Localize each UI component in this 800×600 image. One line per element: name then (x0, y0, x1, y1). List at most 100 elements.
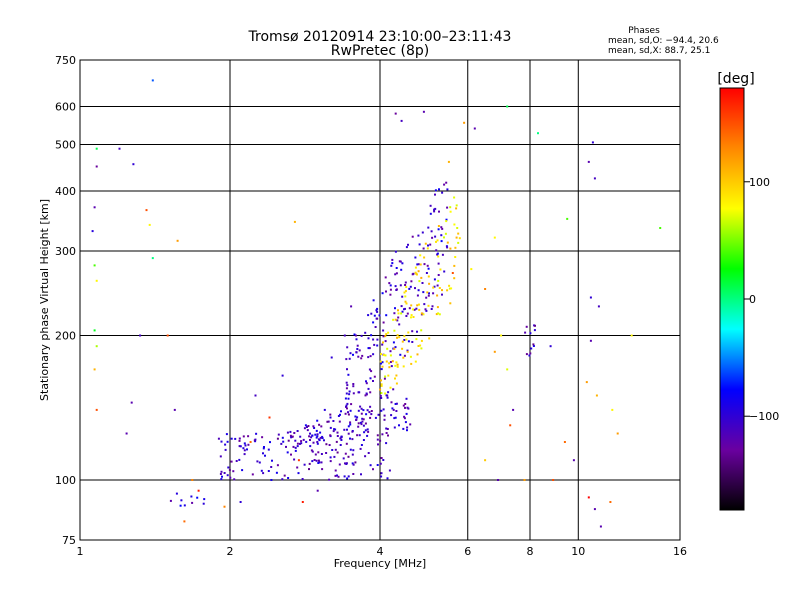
x-tick-label: 1 (77, 545, 84, 558)
data-point (283, 474, 286, 477)
data-point (130, 401, 133, 404)
plot-frame (79, 59, 681, 541)
data-point (296, 442, 299, 445)
data-point (426, 247, 429, 250)
data-point (436, 294, 439, 297)
data-point (405, 315, 408, 317)
data-point (220, 478, 223, 481)
data-point (310, 449, 313, 452)
data-point (493, 350, 496, 353)
data-point (349, 437, 351, 440)
data-point (93, 368, 96, 371)
data-point (352, 353, 354, 356)
x-tick-label: 8 (527, 545, 534, 558)
data-point (419, 344, 422, 347)
data-point (589, 296, 592, 299)
data-point (405, 412, 408, 415)
data-point (358, 391, 361, 394)
data-point (380, 368, 383, 371)
data-point (347, 432, 350, 435)
data-point (234, 437, 237, 440)
data-point (525, 353, 528, 356)
data-point (238, 439, 241, 442)
data-point (318, 439, 321, 442)
data-point (352, 385, 355, 388)
data-point (422, 313, 425, 316)
data-point (380, 353, 382, 356)
data-point (423, 303, 426, 306)
data-point (436, 306, 439, 309)
data-point (380, 392, 383, 394)
data-point (396, 363, 399, 366)
data-point (151, 257, 154, 260)
data-point (316, 433, 319, 436)
data-point (512, 408, 515, 411)
y-tick-labels: 75 100 200 300 400 500 600 750 (55, 54, 76, 547)
data-point (436, 252, 439, 255)
data-point (391, 258, 394, 261)
data-point (433, 285, 436, 288)
data-point (393, 417, 396, 420)
data-point (256, 460, 259, 463)
data-point (304, 424, 307, 427)
data-point (320, 461, 323, 464)
data-point (438, 188, 440, 191)
data-point (394, 318, 397, 321)
data-point (356, 344, 359, 347)
data-point (445, 245, 448, 248)
data-point (345, 404, 348, 407)
data-point (593, 177, 596, 180)
data-point (381, 343, 384, 346)
data-point (176, 239, 179, 242)
data-point (338, 463, 341, 466)
data-point (401, 310, 404, 313)
data-point (396, 334, 399, 337)
data-point (350, 305, 353, 308)
data-point (404, 421, 407, 424)
data-point (400, 119, 403, 122)
data-point (95, 345, 98, 348)
data-point (403, 415, 406, 418)
data-point (340, 439, 343, 441)
data-point (456, 227, 459, 229)
data-point (328, 478, 331, 481)
data-point (221, 475, 223, 478)
data-point (417, 345, 420, 347)
data-point (455, 236, 458, 239)
data-point (454, 246, 457, 249)
data-point (404, 284, 407, 286)
data-point (406, 350, 409, 353)
data-point (353, 333, 356, 336)
data-point (420, 276, 423, 279)
data-point (437, 225, 440, 227)
data-point (393, 347, 396, 350)
data-point (457, 241, 460, 244)
data-point (396, 319, 399, 322)
data-point (362, 439, 365, 441)
data-point (455, 207, 458, 210)
data-point (384, 335, 387, 338)
data-point (394, 364, 397, 367)
data-point (372, 468, 374, 471)
data-point (339, 437, 342, 440)
data-point (407, 340, 410, 343)
data-point (233, 478, 236, 481)
data-point (392, 318, 395, 321)
data-point (224, 448, 227, 451)
data-point (525, 325, 528, 328)
data-point (376, 464, 379, 466)
data-point (454, 256, 457, 258)
data-point (537, 132, 539, 135)
data-point (380, 383, 383, 386)
data-point (419, 263, 422, 266)
data-point (349, 448, 352, 451)
data-point (418, 303, 420, 306)
data-point (409, 285, 412, 288)
data-point (389, 386, 392, 389)
data-point (411, 341, 414, 343)
data-point (329, 456, 332, 459)
data-point (381, 292, 384, 295)
data-point (325, 443, 328, 446)
data-point (313, 427, 316, 429)
data-point (393, 329, 396, 332)
